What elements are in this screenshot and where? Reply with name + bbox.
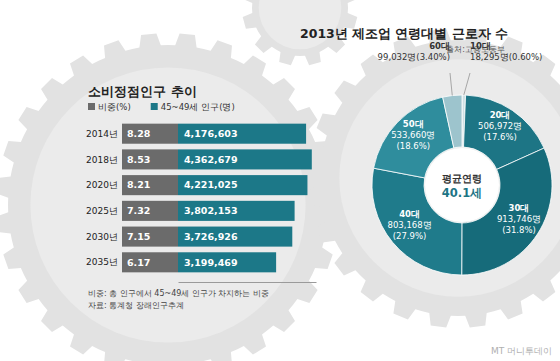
slice bbox=[443, 95, 462, 148]
category-label: 2018년 bbox=[86, 155, 118, 165]
x-axis bbox=[179, 282, 317, 283]
data-label: 8.21 bbox=[127, 179, 150, 190]
data-label: 3,802,153 bbox=[184, 205, 238, 216]
leader-line bbox=[450, 73, 452, 96]
legend-swatch bbox=[151, 103, 158, 110]
gear bbox=[309, 29, 560, 328]
decoration-gears bbox=[0, 0, 560, 361]
gear-inner bbox=[30, 67, 305, 342]
bar bbox=[178, 175, 307, 195]
category-label: 2020년 bbox=[86, 180, 118, 190]
data-label: 8.28 bbox=[127, 128, 151, 139]
data-label: 7.32 bbox=[127, 205, 150, 216]
category-label: 2035년 bbox=[86, 257, 118, 267]
category-label: 2025년 bbox=[86, 206, 118, 216]
share-label-box bbox=[122, 175, 178, 195]
population-chart: 소비정점인구 추이비중(%) 45~49세 인구(명) 2014년 2018년 2020… bbox=[86, 84, 316, 310]
donut: 10대18,295명(0.60%) 20대506,972명(17.6%) 30대91… bbox=[372, 41, 552, 275]
gear bbox=[0, 33, 340, 361]
data-label: 7.15 bbox=[127, 231, 150, 242]
gear-inner bbox=[339, 59, 560, 296]
slice-label: 40대803,168명(27.9%) bbox=[387, 209, 431, 241]
credit: MT 머니투데이 bbox=[491, 346, 552, 356]
bar bbox=[178, 149, 312, 169]
data-label: 4,221,025 bbox=[184, 179, 238, 190]
legend-label: 45~49세 인구(명) bbox=[161, 102, 235, 112]
share-label-box bbox=[122, 149, 178, 169]
share-label-box bbox=[122, 227, 178, 247]
slice-label: 30대913,746명(31.8%) bbox=[497, 203, 541, 235]
workers-chart: 2013년 제조업 연령대별 근로자 수출처:고용노동부10대18,295명(0… bbox=[300, 26, 552, 275]
data-label: 6.17 bbox=[127, 257, 150, 268]
note: 자료: 통계청 장래인구추계 bbox=[88, 301, 184, 310]
slice-label: 50대533,660명(18.6%) bbox=[391, 119, 435, 151]
data-label: 4,362,679 bbox=[184, 154, 238, 165]
share-label-box bbox=[122, 252, 178, 272]
slice-label: 20대506,972명(17.6%) bbox=[478, 110, 522, 142]
center-label: 평균연령 bbox=[442, 173, 482, 184]
slice-label: 10대18,295명(0.60%) bbox=[470, 41, 542, 62]
legend: 비중(%) 45~49세 인구(명) bbox=[88, 102, 235, 112]
chart-title: 소비정점인구 추이 bbox=[88, 84, 197, 99]
legend-label: 비중(%) bbox=[98, 102, 131, 112]
chart-title: 2013년 제조업 연령대별 근로자 수 bbox=[300, 26, 508, 41]
center-value: 40.1세 bbox=[442, 186, 482, 200]
category-label: 2014년 bbox=[86, 129, 118, 139]
share-label-box bbox=[122, 201, 178, 221]
note: 비중: 총 인구에서 45~49세 인구가 차지하는 비중 bbox=[88, 289, 269, 298]
data-label: 3,726,926 bbox=[184, 231, 238, 242]
category-label: 2030년 bbox=[86, 232, 118, 242]
bar bbox=[178, 252, 276, 272]
chart-root: 소비정점인구 추이비중(%) 45~49세 인구(명) 2014년 2018년 2020… bbox=[0, 0, 560, 361]
legend-swatch bbox=[88, 103, 95, 110]
bar-marks bbox=[178, 124, 312, 273]
bar bbox=[178, 201, 295, 221]
bar bbox=[178, 124, 306, 144]
data-label: 3,199,469 bbox=[184, 257, 238, 268]
donut-center bbox=[425, 148, 499, 222]
data-label: 8.53 bbox=[127, 154, 150, 165]
axis-line bbox=[179, 282, 317, 283]
slice-label: 60대99,032명(3.40%) bbox=[378, 41, 450, 62]
data-label: 4,176,603 bbox=[184, 128, 238, 139]
leader-line bbox=[464, 73, 470, 95]
bar bbox=[178, 227, 292, 247]
gear-inner bbox=[259, 0, 342, 49]
share-label-box bbox=[122, 124, 178, 144]
